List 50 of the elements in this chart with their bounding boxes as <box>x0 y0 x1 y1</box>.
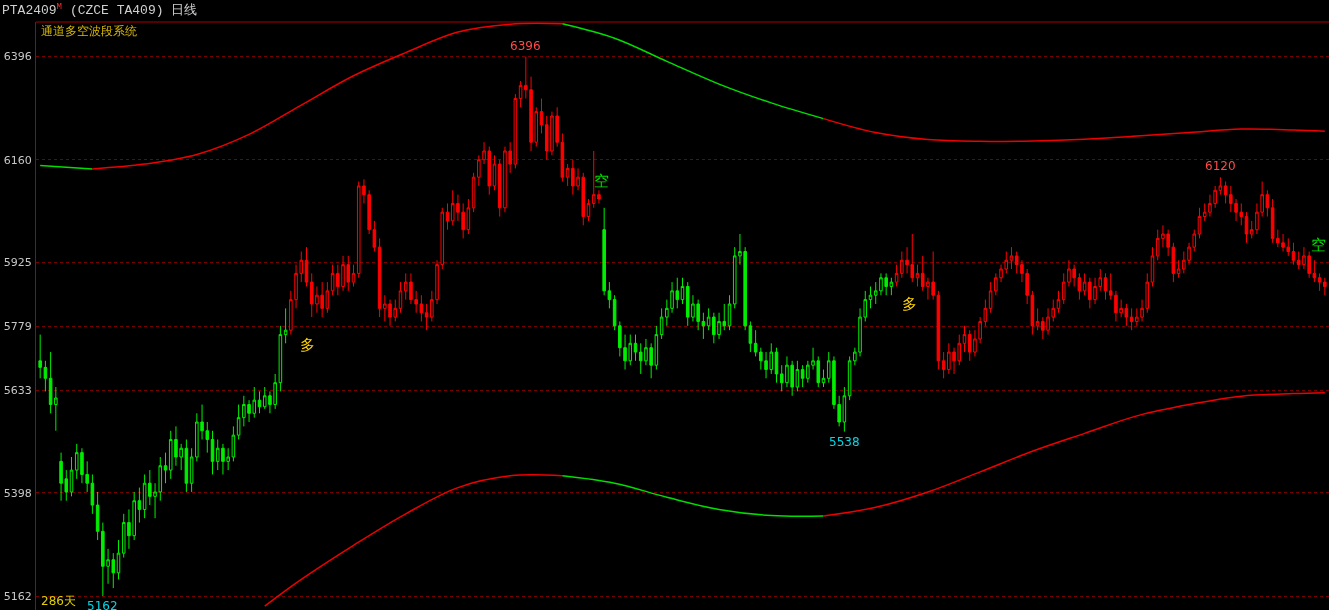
candlestick <box>1150 246 1155 287</box>
candlestick <box>727 294 732 331</box>
candlestick <box>69 456 74 497</box>
candlestick <box>1009 246 1014 270</box>
line-series <box>561 475 825 517</box>
y-tick-label: 6396 <box>3 50 32 64</box>
candlestick <box>257 390 262 414</box>
annotation: 5162 <box>87 599 118 610</box>
candlestick <box>492 154 497 191</box>
annotation: 多 <box>300 336 315 354</box>
candlestick <box>915 264 920 287</box>
line-series <box>561 23 825 120</box>
line-series <box>822 391 1326 517</box>
y-tick-label: 5398 <box>3 486 32 500</box>
candlestick <box>1056 290 1061 314</box>
annotation: 6396 <box>510 39 541 53</box>
candlestick <box>1103 272 1108 301</box>
candlestick <box>1291 242 1296 266</box>
candlestick <box>586 198 591 222</box>
chart-title: PTA2409$^{M}$ (CZCE TA409) 日线 <box>2 1 198 19</box>
candlestick <box>398 281 403 314</box>
annotation: 通道多空波段系统 <box>41 24 137 38</box>
annotation: 6120 <box>1205 159 1236 173</box>
annotation: 5538 <box>829 435 860 449</box>
candlestick <box>962 325 967 353</box>
y-tick-label: 5633 <box>3 383 32 397</box>
candlestick <box>680 277 685 305</box>
y-tick-label: 5925 <box>3 256 32 270</box>
annotation: 空 <box>1311 236 1326 254</box>
candlestick <box>774 347 779 384</box>
candlestick <box>304 246 309 287</box>
candlestick <box>821 369 826 388</box>
candlestick <box>210 430 215 475</box>
annotation: 空 <box>594 172 609 190</box>
y-tick-label: 6160 <box>3 153 32 167</box>
line-series <box>822 117 1326 143</box>
y-tick-label: 5162 <box>3 589 32 603</box>
candlestick <box>445 202 450 231</box>
candlestick <box>163 452 168 484</box>
annotation: 286天 <box>41 594 76 608</box>
candlestick <box>868 285 873 309</box>
candlestick <box>1197 207 1202 239</box>
candlestick <box>116 539 121 580</box>
candlestick <box>1244 211 1249 244</box>
candlestick <box>351 264 356 287</box>
candlestick <box>539 98 544 134</box>
line-series <box>263 474 564 607</box>
candlestick <box>633 334 638 362</box>
annotation: 多 <box>902 295 917 313</box>
y-tick-label: 5779 <box>3 320 32 334</box>
